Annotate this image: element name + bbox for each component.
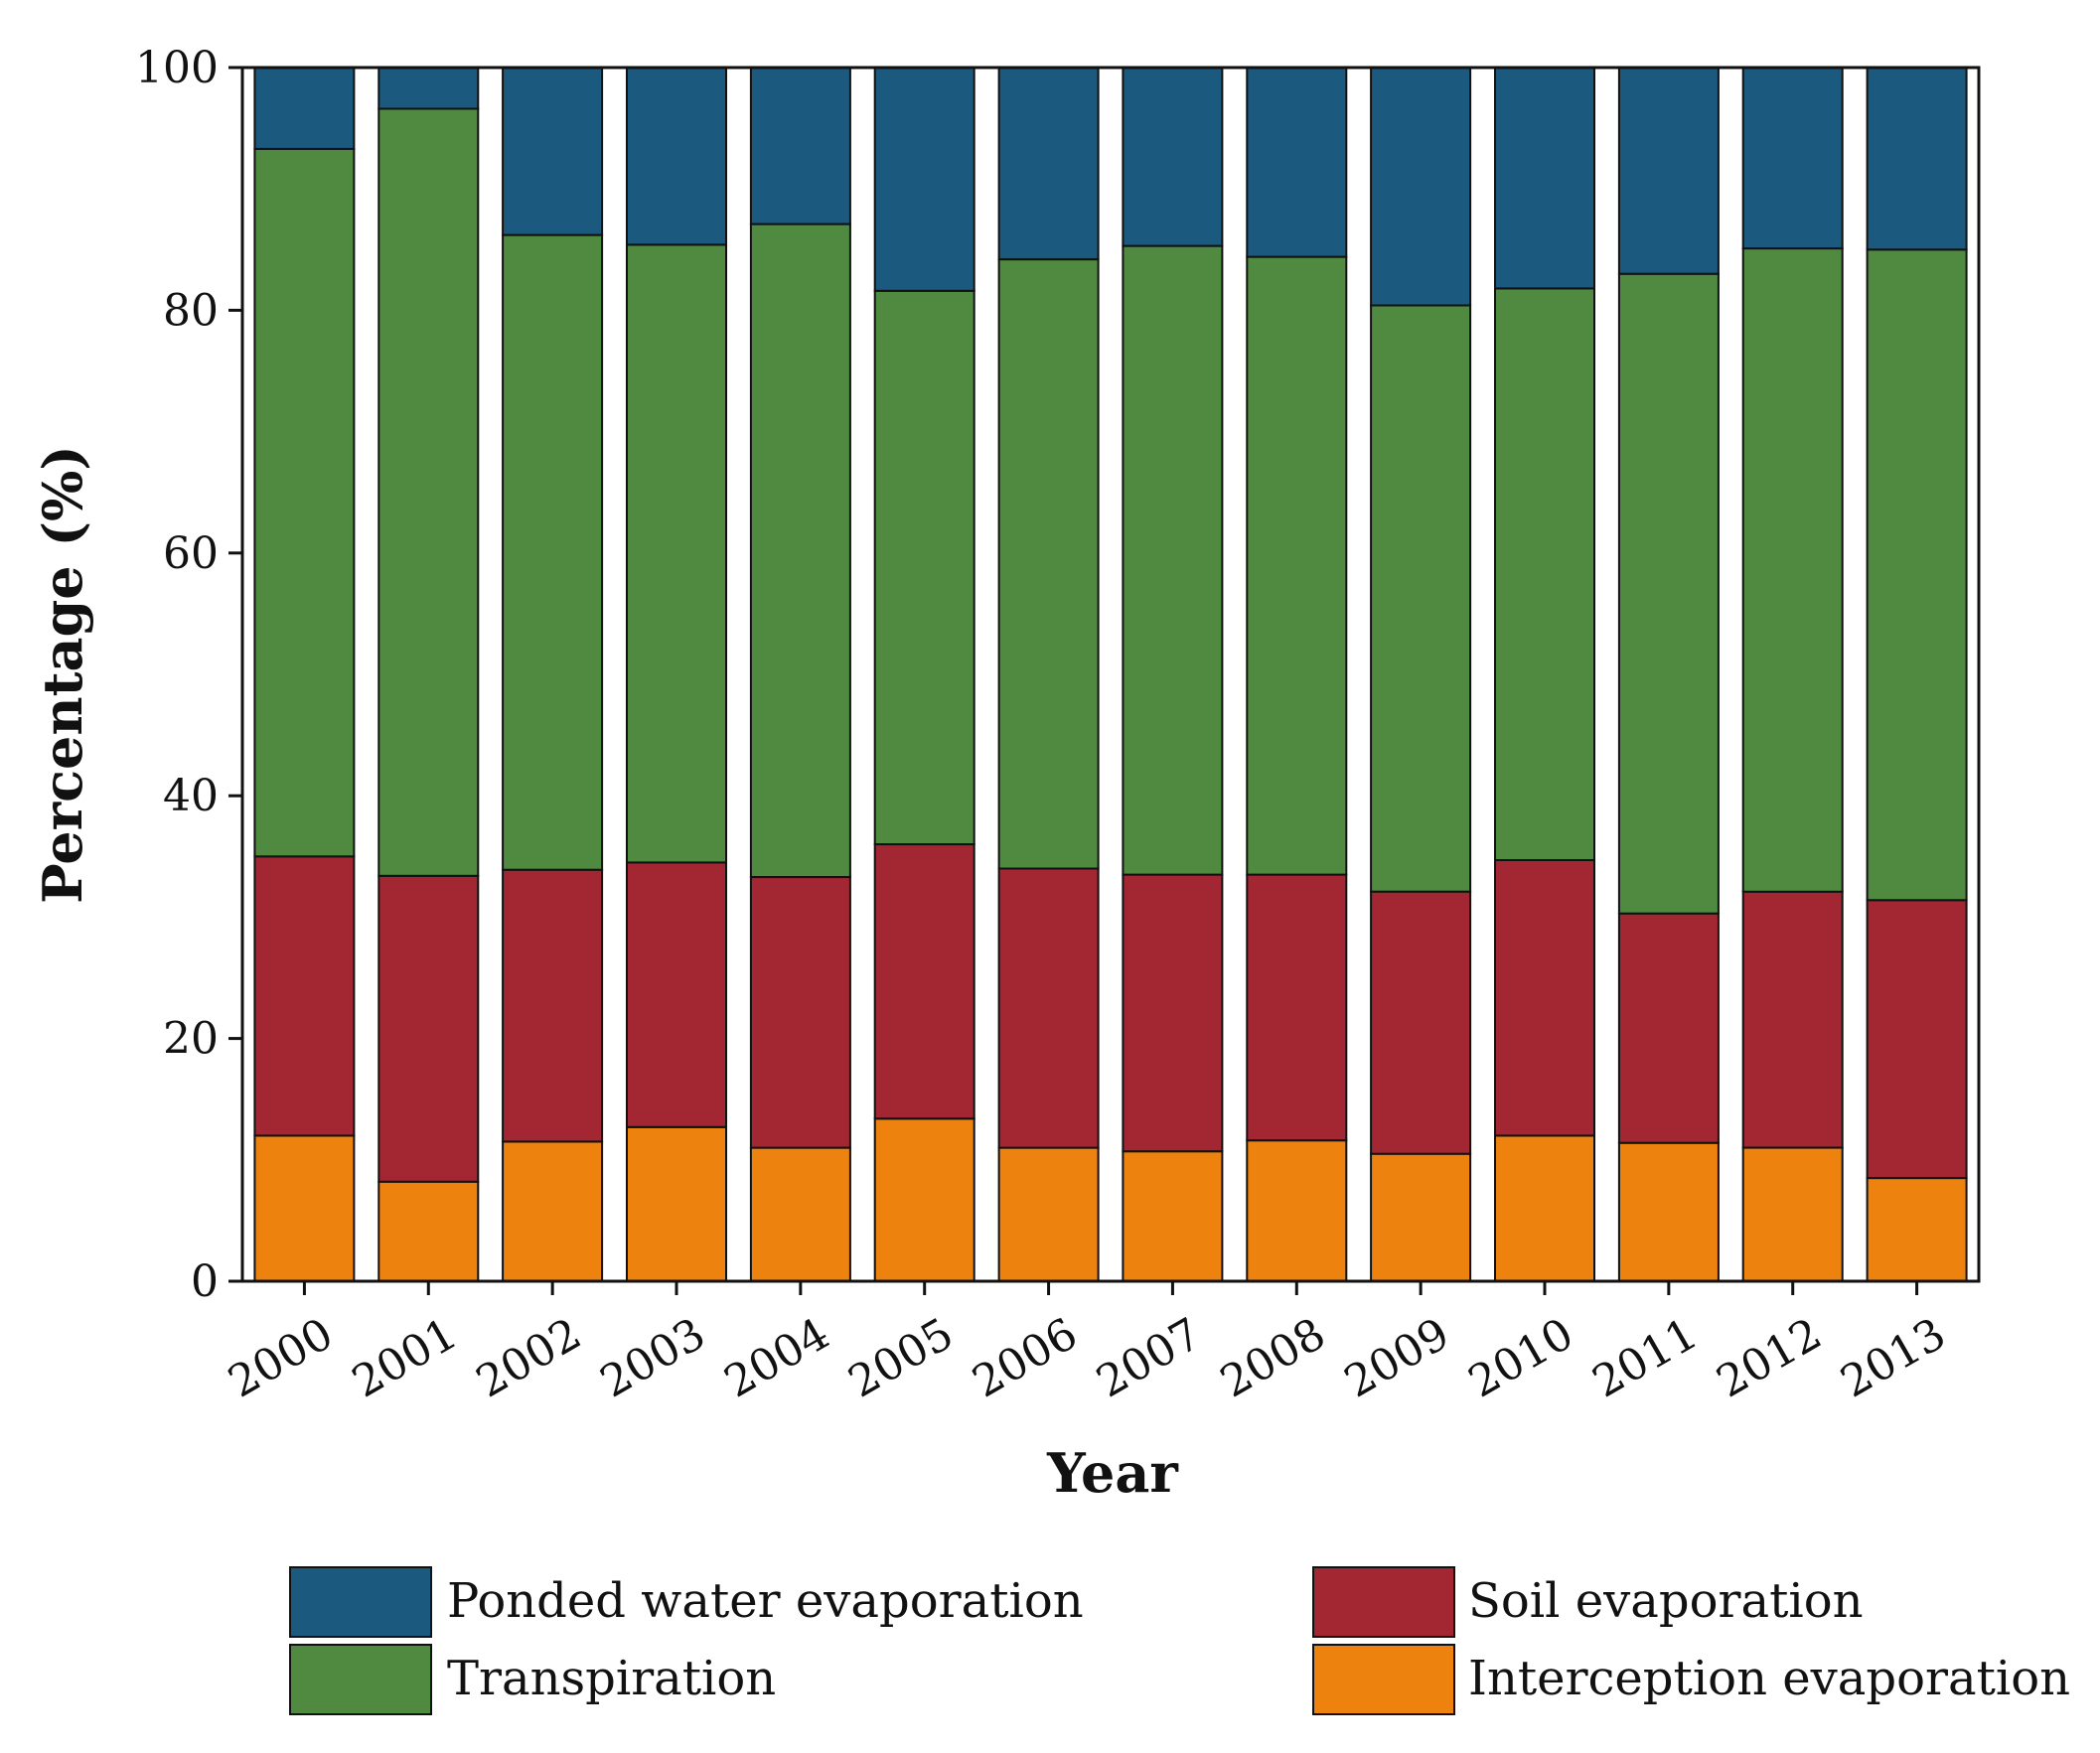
bar-segment-2005-soil-evaporation bbox=[873, 843, 975, 1120]
bar-segment-2010-soil-evaporation bbox=[1494, 859, 1595, 1137]
bar-segment-2003-soil-evaporation bbox=[626, 861, 727, 1128]
y-tick-label: 80 bbox=[163, 285, 219, 336]
x-tick-label-2003: 2003 bbox=[592, 1308, 713, 1407]
bar-segment-2004-transpiration bbox=[749, 222, 851, 879]
bar-segment-2007-soil-evaporation bbox=[1122, 873, 1224, 1153]
bar-segment-2006-interception-evaporation bbox=[997, 1146, 1100, 1282]
bar-segment-2007-interception-evaporation bbox=[1122, 1150, 1224, 1282]
x-tick-label-2012: 2012 bbox=[1709, 1308, 1830, 1407]
bar-segment-2000-interception-evaporation bbox=[253, 1134, 356, 1283]
bar-segment-2011-ponded-water-evaporation bbox=[1617, 67, 1720, 275]
bar-segment-2005-transpiration bbox=[873, 289, 975, 845]
plot-frame bbox=[240, 66, 1981, 1283]
bar-segment-2002-ponded-water-evaporation bbox=[502, 67, 604, 236]
y-tick-label: 40 bbox=[163, 771, 219, 821]
x-tick-label-2002: 2002 bbox=[468, 1308, 589, 1407]
bar-segment-2008-ponded-water-evaporation bbox=[1246, 67, 1348, 258]
x-tick-label-2000: 2000 bbox=[220, 1308, 341, 1407]
bar-segment-2005-interception-evaporation bbox=[873, 1117, 975, 1283]
legend-label-transpiration: Transpiration bbox=[447, 1651, 776, 1706]
x-tick-label-2001: 2001 bbox=[344, 1308, 465, 1407]
x-tick-label-2011: 2011 bbox=[1584, 1308, 1706, 1407]
bar-segment-2001-soil-evaporation bbox=[377, 874, 480, 1183]
bar-segment-2012-soil-evaporation bbox=[1741, 890, 1844, 1149]
bar-segment-2010-transpiration bbox=[1494, 287, 1595, 861]
x-tick-label-2013: 2013 bbox=[1833, 1308, 1954, 1407]
bar-segment-2003-transpiration bbox=[626, 243, 727, 864]
y-tick-label: 20 bbox=[163, 1014, 219, 1065]
bar-segment-2011-interception-evaporation bbox=[1617, 1141, 1720, 1282]
bar-segment-2008-soil-evaporation bbox=[1246, 873, 1348, 1142]
legend-swatch-ponded bbox=[289, 1566, 432, 1638]
x-tick-label-2010: 2010 bbox=[1460, 1308, 1581, 1407]
bar-segment-2002-soil-evaporation bbox=[502, 868, 604, 1143]
y-tick-label: 100 bbox=[135, 43, 219, 93]
legend-label-ponded: Ponded water evaporation bbox=[447, 1573, 1084, 1629]
legend-label-soil: Soil evaporation bbox=[1468, 1573, 1864, 1629]
bar-segment-2001-interception-evaporation bbox=[377, 1180, 480, 1283]
bar-segment-2007-ponded-water-evaporation bbox=[1122, 67, 1224, 247]
x-tick-label-2006: 2006 bbox=[965, 1308, 1086, 1407]
bar-segment-2013-transpiration bbox=[1866, 248, 1968, 902]
bar-segment-2001-ponded-water-evaporation bbox=[377, 67, 480, 110]
bar-segment-2013-ponded-water-evaporation bbox=[1866, 67, 1968, 251]
y-axis: 0 20 40 60 80 100 bbox=[135, 43, 242, 1307]
bar-segment-2000-soil-evaporation bbox=[253, 855, 356, 1137]
bar-segment-2009-soil-evaporation bbox=[1370, 890, 1472, 1155]
y-tick-label: 0 bbox=[191, 1256, 219, 1307]
bar-segment-2007-transpiration bbox=[1122, 244, 1224, 876]
bar-segment-2004-interception-evaporation bbox=[749, 1146, 851, 1282]
bar-segment-2004-soil-evaporation bbox=[749, 876, 851, 1149]
bar-segment-2000-ponded-water-evaporation bbox=[253, 67, 356, 150]
bar-segment-2011-transpiration bbox=[1617, 272, 1720, 915]
bar-segment-2003-ponded-water-evaporation bbox=[626, 67, 727, 246]
bar-segment-2008-interception-evaporation bbox=[1246, 1139, 1348, 1282]
y-tick-label: 60 bbox=[163, 528, 219, 579]
bar-segment-2005-ponded-water-evaporation bbox=[873, 67, 975, 292]
bar-segment-2006-ponded-water-evaporation bbox=[997, 67, 1100, 261]
bar-segment-2002-interception-evaporation bbox=[502, 1140, 604, 1282]
y-axis-title: Percentage (%) bbox=[31, 445, 94, 904]
bar-segment-2010-interception-evaporation bbox=[1494, 1134, 1595, 1283]
bar-segment-2003-interception-evaporation bbox=[626, 1125, 727, 1283]
bar-segment-2012-interception-evaporation bbox=[1741, 1146, 1844, 1282]
bar-segment-2009-transpiration bbox=[1370, 304, 1472, 893]
x-axis-title: Year bbox=[1046, 1441, 1178, 1505]
bar-segment-2012-ponded-water-evaporation bbox=[1741, 67, 1844, 250]
bar-segment-2006-soil-evaporation bbox=[997, 867, 1100, 1149]
bar-segment-2004-ponded-water-evaporation bbox=[749, 67, 851, 225]
bar-segment-2000-transpiration bbox=[253, 147, 356, 858]
legend: Ponded water evaporation Soil evaporatio… bbox=[289, 1566, 2070, 1715]
x-tick-label-2008: 2008 bbox=[1212, 1308, 1333, 1407]
x-tick-label-2007: 2007 bbox=[1088, 1308, 1209, 1407]
legend-swatch-transpiration bbox=[289, 1644, 432, 1715]
bar-segment-2006-transpiration bbox=[997, 258, 1100, 870]
bar-segment-2013-soil-evaporation bbox=[1866, 899, 1968, 1180]
bar-segment-2010-ponded-water-evaporation bbox=[1494, 67, 1595, 290]
bar-segment-2012-transpiration bbox=[1741, 247, 1844, 893]
x-tick-label-2004: 2004 bbox=[716, 1308, 837, 1407]
bar-segment-2011-soil-evaporation bbox=[1617, 912, 1720, 1144]
bar-segment-2002-transpiration bbox=[502, 233, 604, 871]
bar-segment-2009-interception-evaporation bbox=[1370, 1152, 1472, 1282]
bar-segment-2008-transpiration bbox=[1246, 255, 1348, 876]
x-axis: 2000 2001 2002 2003 2004 2005 2006 2007 2008 2009… bbox=[220, 1281, 1954, 1408]
x-tick-label-2009: 2009 bbox=[1336, 1308, 1457, 1407]
legend-swatch-soil bbox=[1312, 1566, 1455, 1638]
bars-layer bbox=[253, 67, 1968, 1283]
legend-label-interception: Interception evaporation bbox=[1468, 1651, 2070, 1706]
legend-swatch-interception bbox=[1312, 1644, 1455, 1715]
bar-segment-2001-transpiration bbox=[377, 107, 480, 877]
bar-segment-2009-ponded-water-evaporation bbox=[1370, 67, 1472, 307]
bar-segment-2013-interception-evaporation bbox=[1866, 1177, 1968, 1282]
x-tick-label-2005: 2005 bbox=[840, 1308, 962, 1407]
